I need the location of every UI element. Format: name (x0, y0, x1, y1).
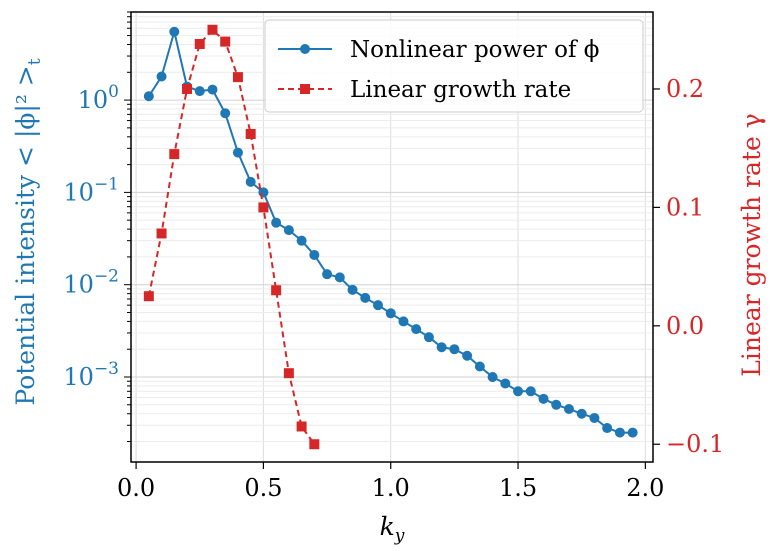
nonlinear-point (602, 423, 613, 434)
y-left-tick-base: 10 (78, 86, 109, 114)
series-layer (143, 24, 638, 450)
growth-point (245, 128, 256, 139)
growth-point (271, 285, 282, 296)
growth-point (143, 291, 154, 302)
y-left-tick-base: 10 (63, 271, 94, 299)
nonlinear-point (232, 147, 243, 158)
legend-marker-linear (300, 84, 310, 94)
nonlinear-point (462, 350, 473, 361)
nonlinear-point (347, 284, 358, 295)
legend-label-nonlinear: Nonlinear power of ϕ (350, 37, 599, 63)
nonlinear-point (411, 324, 422, 335)
nonlinear-point (283, 225, 294, 236)
nonlinear-point (169, 26, 180, 37)
x-tick-label: 0.0 (117, 474, 155, 502)
nonlinear-point (220, 108, 231, 119)
y-left-tick-exponent: 0 (108, 82, 119, 102)
growth-point (296, 421, 307, 432)
growth-point (207, 24, 218, 35)
nonlinear-point (296, 235, 307, 246)
nonlinear-point (423, 332, 434, 343)
y-left-tick-label: 10−3 (63, 359, 119, 391)
growth-point (258, 202, 269, 213)
nonlinear-point (372, 300, 383, 311)
y-left-tick-base: 10 (63, 363, 94, 391)
nonlinear-point (309, 249, 320, 260)
x-tick-label: 0.5 (244, 474, 282, 502)
y-right-axis-title: Linear growth rate γ (737, 113, 766, 376)
x-tick-label: 2.0 (626, 474, 664, 502)
y-left-tick-exponent: −3 (94, 359, 119, 379)
legend-box (264, 19, 644, 113)
x-axis-title: ky (380, 512, 405, 546)
y-right-tick-label: 0.1 (666, 193, 704, 221)
nonlinear-point (614, 427, 625, 438)
y-right-tick-label: −0.1 (666, 430, 724, 458)
nonlinear-point (436, 342, 447, 353)
growth-point (194, 38, 205, 49)
nonlinear-point (474, 361, 485, 372)
x-tick-label: 1.0 (372, 474, 410, 502)
nonlinear-point (563, 404, 574, 415)
nonlinear-point (322, 269, 333, 280)
y-left-tick-label: 10−1 (63, 174, 119, 206)
nonlinear-point (207, 84, 218, 95)
legend: Nonlinear power of ϕ Linear growth rate (264, 19, 644, 113)
y-left-tick-label: 100 (78, 82, 119, 114)
growth-point (232, 72, 243, 83)
nonlinear-point (525, 386, 536, 397)
ticks: 0.0 0.5 1.0 1.5 2.010−310−210−1100−0.10.00.1… (63, 11, 724, 502)
y-left-axis-title-sub: t (25, 58, 45, 65)
growth-point (283, 368, 294, 379)
y-left-tick-base: 10 (63, 178, 94, 206)
legend-marker-nonlinear (300, 44, 310, 54)
growth-point (156, 228, 167, 239)
nonlinear-point (576, 408, 587, 419)
nonlinear-point (513, 386, 524, 397)
growth-point (182, 83, 193, 94)
nonlinear-point (589, 412, 600, 423)
x-axis-title-main: k (380, 512, 395, 541)
nonlinear-point (500, 378, 511, 389)
nonlinear-point (449, 344, 460, 355)
nonlinear-point (538, 393, 549, 404)
nonlinear-point (398, 316, 409, 327)
nonlinear-point (194, 86, 205, 97)
y-left-axis-title: Potential intensity < |ϕ|² >t (11, 58, 45, 405)
nonlinear-point (385, 308, 396, 319)
x-tick-label: 1.5 (499, 474, 537, 502)
y-left-axis-title-main: Potential intensity < |ϕ|² > (11, 65, 41, 405)
growth-point (169, 149, 180, 160)
y-left-tick-exponent: −2 (94, 267, 119, 287)
nonlinear-point (360, 292, 371, 303)
plot-frame (130, 11, 654, 463)
x-axis-title-sub: y (394, 526, 405, 546)
nonlinear-point (143, 91, 154, 102)
growth-series-line (147, 28, 316, 445)
nonlinear-point (627, 427, 638, 438)
legend-label-linear: Linear growth rate (350, 77, 571, 103)
growth-point (220, 36, 231, 47)
nonlinear-point (245, 176, 256, 187)
y-right-tick-label: 0.2 (666, 75, 704, 103)
nonlinear-point (551, 399, 562, 410)
nonlinear-point (271, 217, 282, 228)
y-left-tick-exponent: −1 (94, 174, 119, 194)
nonlinear-point (487, 372, 498, 383)
growth-point (309, 439, 320, 450)
nonlinear-point (156, 71, 167, 82)
nonlinear-point (334, 272, 345, 283)
y-left-tick-label: 10−2 (63, 267, 119, 299)
y-right-tick-label: 0.0 (666, 312, 704, 340)
